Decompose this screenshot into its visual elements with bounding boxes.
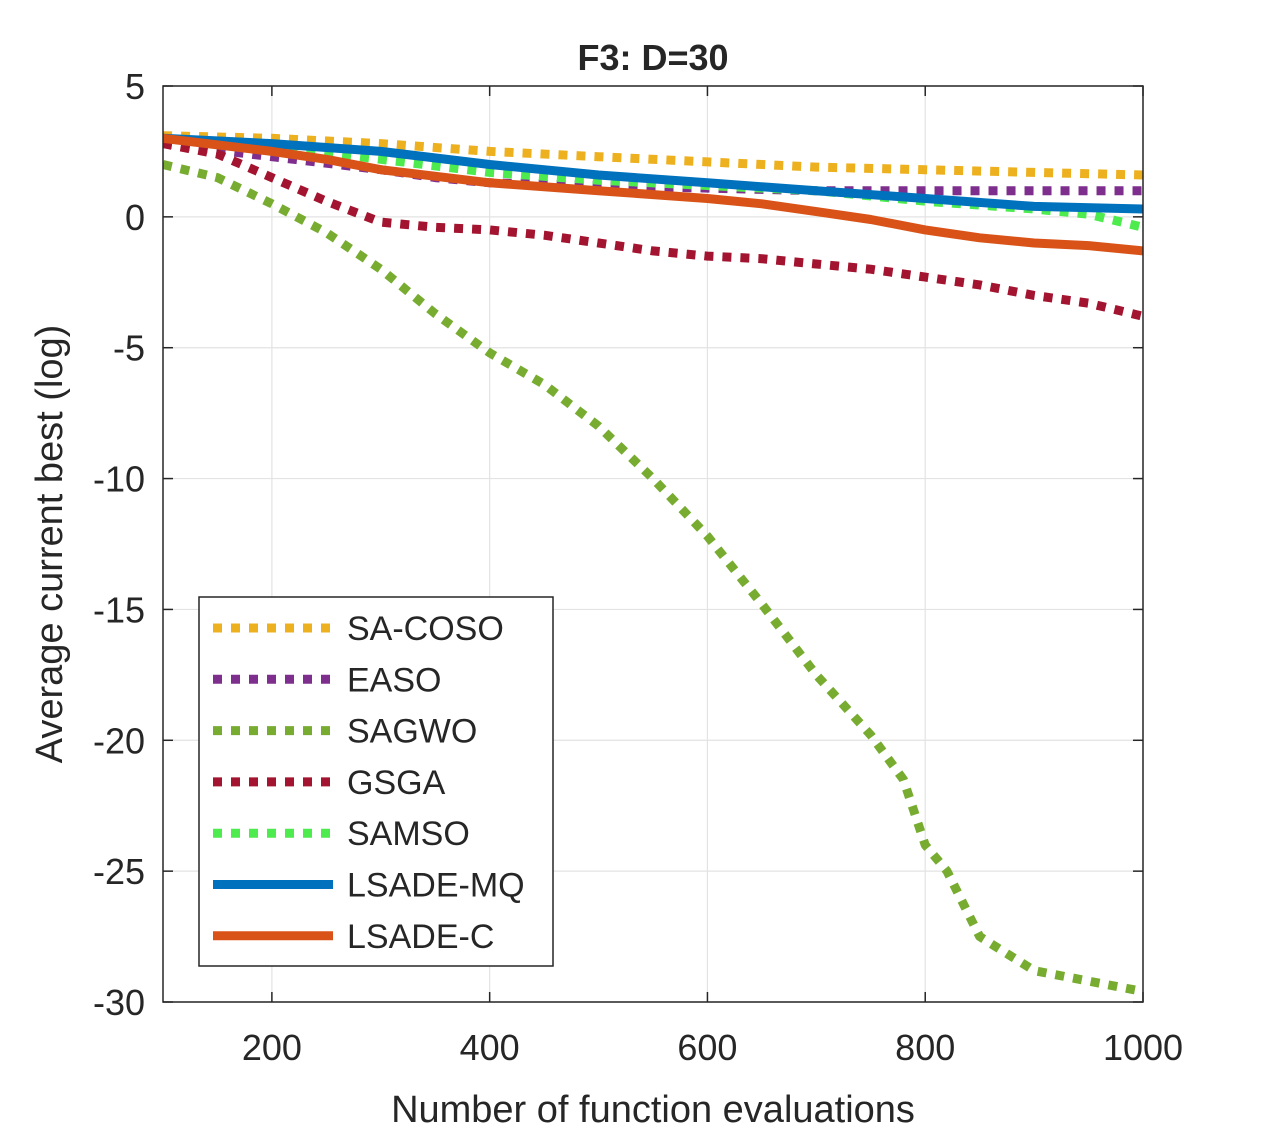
y-ticks: 5 0 -5 -10 -15 -20 -25 -30: [93, 66, 1143, 1023]
series-line-lsade-c: [163, 133, 1143, 256]
legend-label-lsade-c: LSADE-C: [347, 918, 494, 956]
x-tick-label: 1000: [1103, 1027, 1183, 1068]
legend-label-sagwo: SAGWO: [347, 713, 477, 751]
chart-title: F3: D=30: [577, 37, 728, 78]
series-line-lsade-mq: [163, 133, 1143, 214]
x-tick-label: 200: [242, 1027, 302, 1068]
series-line-sagwo: [163, 160, 1143, 996]
y-tick-label: -10: [93, 459, 145, 500]
plot-frame: [162, 85, 1144, 1003]
y-tick-label: -20: [93, 720, 145, 761]
legend-label-gsga: GSGA: [347, 764, 446, 802]
y-axis-label: Average current best (log): [29, 325, 71, 764]
y-tick-label: -15: [93, 589, 145, 630]
y-tick-label: -25: [93, 851, 145, 892]
y-tick-label: -30: [93, 982, 145, 1023]
legend-label-easo: EASO: [347, 661, 441, 699]
y-tick-label: 5: [125, 66, 145, 107]
x-tick-label: 400: [460, 1027, 520, 1068]
series-line-sa-coso: [163, 131, 1143, 180]
series-lines: [163, 131, 1143, 996]
y-tick-label: -5: [113, 328, 145, 369]
x-tick-label: 800: [895, 1027, 955, 1068]
y-tick-label: 0: [125, 197, 145, 238]
x-ticks: 200 400 600 800 1000: [242, 86, 1183, 1068]
grid: [163, 85, 1144, 1003]
series-line-gsga: [163, 139, 1143, 321]
x-axis-label: Number of function evaluations: [391, 1089, 915, 1131]
legend-label-sa-coso: SA-COSO: [347, 610, 504, 648]
x-tick-label: 600: [677, 1027, 737, 1068]
legend-label-samso: SAMSO: [347, 815, 470, 853]
legend-label-lsade-mq: LSADE-MQ: [347, 867, 525, 905]
legend: SA-COSO EASO SAGWO GSGA SAMSO LSADE-MQ LSADE-C: [198, 596, 554, 967]
